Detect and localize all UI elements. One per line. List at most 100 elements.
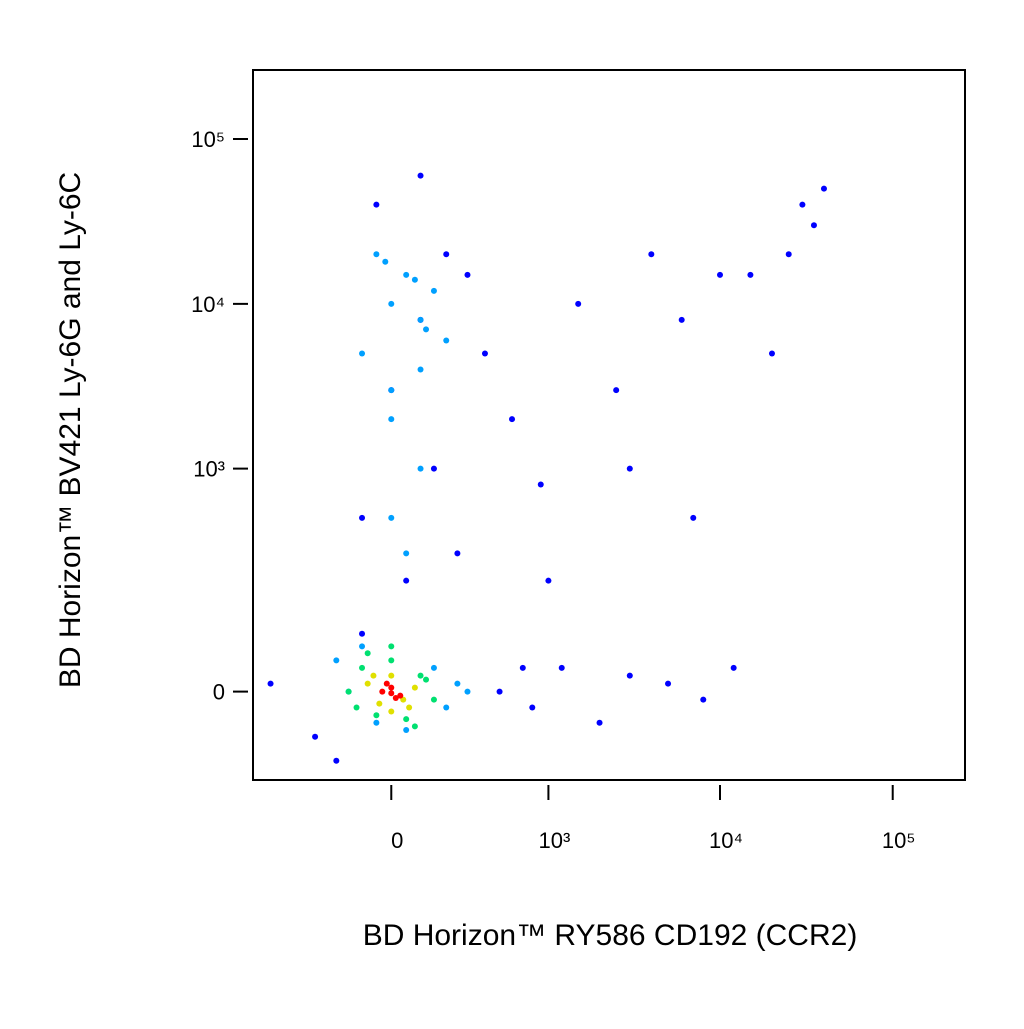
event-dot bbox=[430, 465, 437, 472]
event-dot bbox=[537, 481, 544, 488]
event-dot bbox=[359, 643, 366, 650]
event-dot bbox=[411, 276, 418, 283]
event-dot bbox=[747, 271, 754, 278]
plot-frame bbox=[252, 69, 966, 781]
event-dot bbox=[423, 326, 430, 333]
event-dot bbox=[509, 416, 516, 423]
event-dot bbox=[417, 672, 424, 679]
event-dot bbox=[430, 664, 437, 671]
event-dot bbox=[373, 712, 380, 719]
event-dot bbox=[411, 684, 418, 691]
event-dot bbox=[345, 688, 352, 695]
event-dot bbox=[392, 695, 399, 702]
event-dot bbox=[454, 680, 461, 687]
event-dot bbox=[443, 337, 450, 344]
event-dot bbox=[403, 271, 410, 278]
x-axis-title: BD Horizon™ RY586 CD192 (CCR2) bbox=[363, 919, 858, 952]
x-tick-label: 10⁴ bbox=[709, 828, 743, 853]
event-dot bbox=[716, 271, 723, 278]
event-dot bbox=[575, 300, 582, 307]
event-dot bbox=[464, 271, 471, 278]
event-dot bbox=[443, 251, 450, 258]
event-dot bbox=[417, 316, 424, 323]
event-dot bbox=[529, 704, 536, 711]
event-dot bbox=[333, 757, 340, 764]
event-dot bbox=[411, 723, 418, 730]
event-dot bbox=[359, 350, 366, 357]
event-dot bbox=[388, 690, 395, 697]
event-dot bbox=[417, 465, 424, 472]
y-tick-label: 10⁵ bbox=[191, 127, 225, 152]
event-dot bbox=[596, 719, 603, 726]
event-dot bbox=[364, 680, 371, 687]
event-dot bbox=[406, 704, 413, 711]
event-dot bbox=[388, 416, 395, 423]
event-dot bbox=[359, 630, 366, 637]
event-dot bbox=[388, 684, 395, 691]
event-dot bbox=[730, 664, 737, 671]
event-dot bbox=[626, 465, 633, 472]
event-dot bbox=[267, 680, 274, 687]
event-dot bbox=[820, 185, 827, 192]
event-dot bbox=[690, 514, 697, 521]
event-dot bbox=[383, 680, 390, 687]
event-dot bbox=[388, 300, 395, 307]
x-tick-label: 0 bbox=[391, 828, 403, 853]
event-dot bbox=[388, 672, 395, 679]
event-dot bbox=[388, 514, 395, 521]
event-dot bbox=[382, 258, 389, 265]
event-dot bbox=[373, 719, 380, 726]
event-dot bbox=[359, 514, 366, 521]
event-dot bbox=[403, 577, 410, 584]
event-dot bbox=[373, 251, 380, 258]
y-tick-label: 10³ bbox=[193, 457, 225, 482]
event-dot bbox=[665, 680, 672, 687]
x-tick-label: 10⁵ bbox=[882, 828, 916, 853]
event-dot bbox=[333, 657, 340, 664]
event-dot bbox=[403, 716, 410, 723]
event-dot bbox=[558, 664, 565, 671]
event-dot bbox=[373, 201, 380, 208]
event-dot bbox=[430, 287, 437, 294]
event-dot bbox=[388, 657, 395, 664]
event-dot bbox=[810, 222, 817, 229]
event-dot bbox=[359, 664, 366, 671]
event-dot bbox=[700, 696, 707, 703]
event-dot bbox=[417, 366, 424, 373]
event-dot bbox=[379, 688, 386, 695]
event-dot bbox=[430, 696, 437, 703]
x-tick-label: 10³ bbox=[539, 828, 571, 853]
event-dot bbox=[496, 688, 503, 695]
event-dot bbox=[519, 664, 526, 671]
event-dot bbox=[312, 733, 319, 740]
event-dot bbox=[388, 387, 395, 394]
event-dot bbox=[648, 251, 655, 258]
y-tick-label: 10⁴ bbox=[191, 292, 225, 317]
event-dot bbox=[454, 550, 461, 557]
event-dot bbox=[376, 700, 383, 707]
event-dot bbox=[364, 650, 371, 657]
event-dot bbox=[785, 251, 792, 258]
event-dot bbox=[626, 672, 633, 679]
event-dot bbox=[443, 704, 450, 711]
event-dot bbox=[370, 672, 377, 679]
event-dot bbox=[388, 708, 395, 715]
event-dot bbox=[403, 726, 410, 733]
event-dot bbox=[545, 577, 552, 584]
event-dot bbox=[417, 172, 424, 179]
event-dot bbox=[464, 688, 471, 695]
y-tick-label: 0 bbox=[213, 680, 225, 705]
event-dot bbox=[353, 704, 360, 711]
event-dot bbox=[678, 316, 685, 323]
event-dot bbox=[613, 387, 620, 394]
event-dot bbox=[799, 201, 806, 208]
event-dot bbox=[481, 350, 488, 357]
event-dot bbox=[388, 643, 395, 650]
event-dot bbox=[768, 350, 775, 357]
event-dot bbox=[403, 550, 410, 557]
y-axis-title: BD Horizon™ BV421 Ly-6G and Ly-6C bbox=[54, 172, 87, 688]
event-dot bbox=[397, 692, 404, 699]
event-dot bbox=[423, 676, 430, 683]
